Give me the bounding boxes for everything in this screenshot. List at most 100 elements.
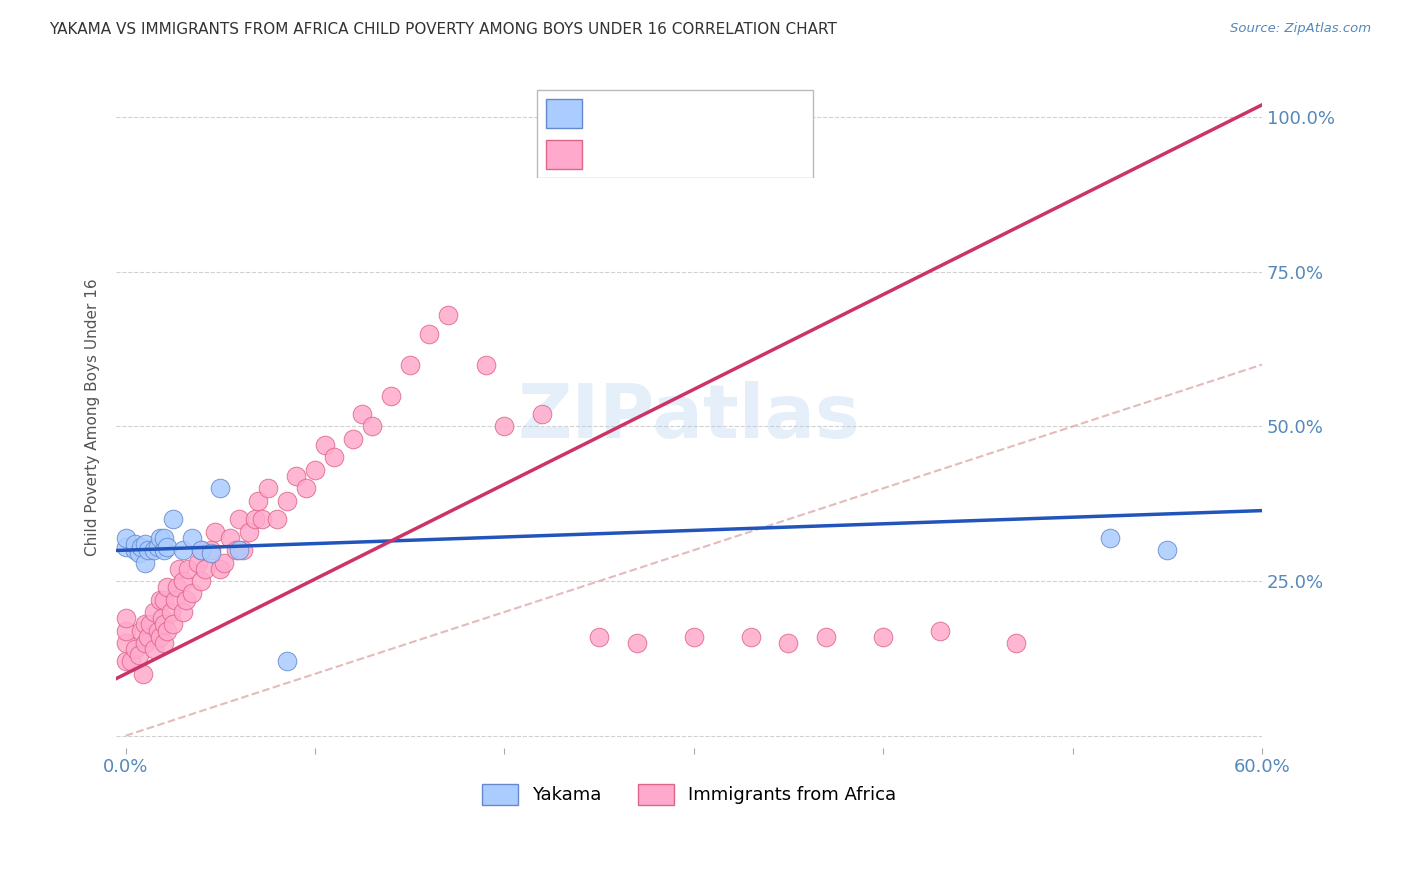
Point — [531, 407, 554, 421]
Point — [114, 624, 136, 638]
Point — [436, 308, 458, 322]
Point — [114, 531, 136, 545]
Point — [418, 326, 440, 341]
Point — [176, 592, 198, 607]
Point — [134, 537, 156, 551]
Point — [225, 543, 247, 558]
Point — [134, 617, 156, 632]
Point — [361, 419, 384, 434]
Point — [167, 562, 190, 576]
Point — [124, 537, 146, 551]
Point — [138, 543, 160, 558]
Point — [276, 655, 298, 669]
Point — [228, 512, 250, 526]
Point — [120, 655, 142, 669]
Point — [146, 624, 169, 638]
Point — [150, 611, 173, 625]
Point — [114, 636, 136, 650]
Text: ZIPatlas: ZIPatlas — [517, 381, 860, 454]
Point — [138, 630, 160, 644]
Point — [200, 546, 222, 560]
Point — [132, 666, 155, 681]
Point — [129, 540, 152, 554]
FancyBboxPatch shape — [537, 90, 813, 178]
Point — [190, 543, 212, 558]
Point — [162, 617, 184, 632]
Point — [124, 543, 146, 558]
Y-axis label: Child Poverty Among Boys Under 16: Child Poverty Among Boys Under 16 — [86, 278, 100, 556]
Point — [250, 512, 273, 526]
Point — [1099, 531, 1122, 545]
Text: YAKAMA VS IMMIGRANTS FROM AFRICA CHILD POVERTY AMONG BOYS UNDER 16 CORRELATION C: YAKAMA VS IMMIGRANTS FROM AFRICA CHILD P… — [49, 22, 837, 37]
Point — [172, 574, 194, 588]
Point — [187, 556, 209, 570]
Point — [181, 531, 204, 545]
Point — [228, 543, 250, 558]
Point — [139, 617, 162, 632]
Point — [682, 630, 704, 644]
Text: Source: ZipAtlas.com: Source: ZipAtlas.com — [1230, 22, 1371, 36]
Point — [181, 586, 204, 600]
Point — [212, 556, 235, 570]
Point — [172, 543, 194, 558]
Point — [152, 636, 174, 650]
Point — [194, 562, 217, 576]
Point — [134, 556, 156, 570]
Point — [342, 432, 364, 446]
Point — [114, 655, 136, 669]
Point — [152, 617, 174, 632]
Point — [294, 481, 316, 495]
Point — [304, 463, 326, 477]
Point — [626, 636, 648, 650]
Point — [474, 358, 496, 372]
Point — [1004, 636, 1026, 650]
Point — [190, 543, 212, 558]
Point — [209, 481, 232, 495]
Point — [200, 543, 222, 558]
Point — [143, 605, 166, 619]
Point — [162, 512, 184, 526]
Point — [815, 630, 838, 644]
Point — [323, 450, 346, 465]
Legend: Yakama, Immigrants from Africa: Yakama, Immigrants from Africa — [474, 777, 904, 812]
Point — [129, 624, 152, 638]
Point — [124, 642, 146, 657]
Point — [778, 636, 800, 650]
Point — [134, 636, 156, 650]
Point — [149, 592, 172, 607]
Point — [872, 630, 894, 644]
Point — [232, 543, 254, 558]
Point — [314, 438, 336, 452]
Point — [156, 540, 179, 554]
Point — [929, 624, 952, 638]
Point — [156, 580, 179, 594]
Text: R = 0.593   N = 77: R = 0.593 N = 77 — [596, 145, 766, 163]
Point — [152, 543, 174, 558]
Point — [156, 624, 179, 638]
Point — [114, 611, 136, 625]
Point — [219, 531, 242, 545]
Point — [177, 562, 200, 576]
Point — [152, 531, 174, 545]
Point — [152, 592, 174, 607]
FancyBboxPatch shape — [546, 99, 582, 128]
Point — [209, 562, 232, 576]
Point — [190, 574, 212, 588]
Point — [128, 648, 150, 663]
Point — [494, 419, 516, 434]
Point — [114, 540, 136, 554]
Point — [588, 630, 610, 644]
Point — [243, 512, 266, 526]
Text: R = 0.063   N = 25: R = 0.063 N = 25 — [596, 104, 766, 122]
Point — [143, 642, 166, 657]
Point — [128, 546, 150, 560]
Point — [149, 531, 172, 545]
Point — [163, 592, 186, 607]
Point — [247, 493, 270, 508]
Point — [352, 407, 374, 421]
Point — [380, 388, 402, 402]
Point — [149, 630, 172, 644]
Point — [143, 543, 166, 558]
Point — [146, 540, 169, 554]
Point — [238, 524, 260, 539]
